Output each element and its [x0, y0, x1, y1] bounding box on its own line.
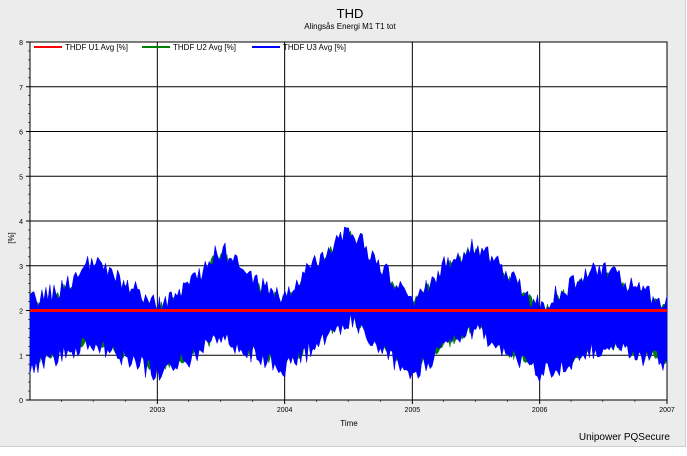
- legend-label-u1: THDF U1 Avg [%]: [65, 43, 128, 52]
- series-band-u3: [29, 226, 668, 384]
- x-tick-label: 2006: [532, 407, 548, 414]
- x-tick-label: 2005: [405, 407, 421, 414]
- x-tick-label: 2004: [277, 407, 293, 414]
- chart-subtitle: Alingsås Energi M1 T1 tot: [304, 22, 396, 31]
- y-tick-label: 3: [19, 264, 23, 271]
- legend-label-u2: THDF U2 Avg [%]: [173, 43, 236, 52]
- x-tick-label: 2007: [659, 407, 675, 414]
- y-tick-label: 5: [19, 174, 23, 181]
- y-tick-label: 6: [19, 130, 23, 137]
- y-tick-label: 4: [19, 219, 23, 226]
- y-tick-label: 7: [19, 85, 23, 92]
- y-tick-label: 0: [19, 398, 23, 405]
- y-tick-label: 8: [19, 40, 23, 47]
- legend-label-u3: THDF U3 Avg [%]: [283, 43, 346, 52]
- credit-text: Unipower PQSecure: [579, 432, 671, 443]
- y-axis-label: [%]: [7, 232, 16, 244]
- data-series: [29, 226, 668, 384]
- chart-window: THD Alingsås Energi M1 T1 tot 0 1 2 3 4 5 6 7 8 2…: [0, 0, 686, 447]
- thd-chart: THD Alingsås Energi M1 T1 tot 0 1 2 3 4 5 6 7 8 2…: [7, 6, 675, 443]
- y-tick-label: 2: [19, 309, 23, 316]
- x-axis-label: Time: [340, 419, 358, 428]
- y-tick-label: 1: [19, 353, 23, 360]
- chart-title: THD: [337, 6, 364, 21]
- x-tick-label: 2003: [150, 407, 166, 414]
- axis-ticks: 0 1 2 3 4 5 6 7 8 2003 2004 2005 2006 2007: [19, 40, 675, 414]
- legend: THDF U1 Avg [%] THDF U2 Avg [%] THDF U3 …: [34, 43, 346, 52]
